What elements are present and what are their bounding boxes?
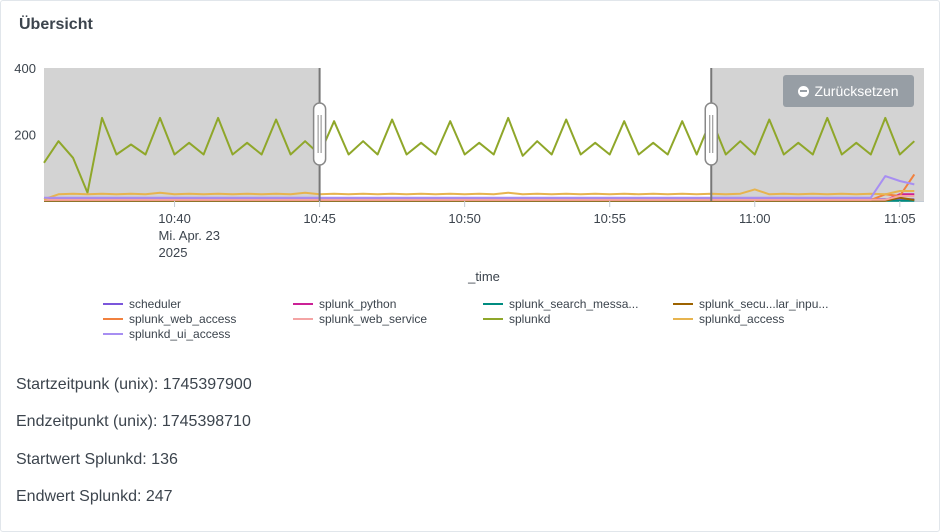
legend-item[interactable]: splunk_secu...lar_inpu... xyxy=(673,296,863,311)
x-axis-label: _time xyxy=(467,269,500,284)
series-line-splunkd-ui-access xyxy=(44,175,915,199)
legend-swatch xyxy=(293,302,313,305)
legend-item[interactable]: splunk_python xyxy=(293,296,483,311)
legend-swatch xyxy=(483,317,503,320)
minus-circle-icon xyxy=(798,85,810,97)
legend-label: splunkd xyxy=(509,311,551,326)
legend-item[interactable]: splunkd_ui_access xyxy=(103,326,293,341)
x-tick-label: 2025 xyxy=(159,245,188,260)
legend-item[interactable]: splunk_web_service xyxy=(293,311,483,326)
selection-start-handle[interactable] xyxy=(312,102,327,166)
y-tick-label: 400 xyxy=(14,61,36,76)
legend-label: splunk_web_service xyxy=(319,311,428,326)
y-tick-label: 200 xyxy=(14,128,36,143)
series-line-splunkd-access xyxy=(43,188,915,201)
x-tick-label: 10:55 xyxy=(593,211,626,226)
reset-zoom-label: Zurücksetzen xyxy=(814,83,899,99)
legend-label: splunk_secu...lar_inpu... xyxy=(699,296,829,311)
x-tick-label: 10:45 xyxy=(303,211,336,226)
chart-legend: scheduler splunk_python splunk_search_mess… xyxy=(103,296,883,341)
legend-swatch xyxy=(483,302,503,305)
x-tick-label: 10:40 xyxy=(158,211,191,226)
legend-swatch xyxy=(103,332,123,335)
series-line-splunk-web-service xyxy=(44,195,915,201)
legend-swatch xyxy=(673,302,693,305)
reset-zoom-button[interactable]: Zurücksetzen xyxy=(783,75,914,107)
line-chart[interactable]: 400 200 10:40 Mi. Apr. 23 2025 10:45 10:50 10:5… xyxy=(0,55,940,290)
legend-item[interactable]: scheduler xyxy=(103,296,293,311)
legend-item[interactable]: splunkd xyxy=(483,311,673,326)
legend-item[interactable]: splunk_search_messa... xyxy=(483,296,673,311)
series-line-splunkd xyxy=(43,116,915,194)
x-tick-label: 10:50 xyxy=(448,211,481,226)
selection-end-handle[interactable] xyxy=(704,102,719,166)
legend-item[interactable]: splunk_web_access xyxy=(103,311,293,326)
legend-item[interactable]: splunkd_access xyxy=(673,311,863,326)
legend-swatch xyxy=(103,317,123,320)
x-tick-label: Mi. Apr. 23 xyxy=(159,228,220,243)
legend-swatch xyxy=(673,317,693,320)
legend-label: splunkd_access xyxy=(699,311,785,326)
unselected-range-left xyxy=(44,68,320,201)
legend-label: splunk_web_access xyxy=(129,311,237,326)
end-timestamp-text: Endzeitpunkt (unix): 1745398710 xyxy=(16,413,251,430)
panel-title: Übersicht xyxy=(19,16,93,33)
legend-label: scheduler xyxy=(129,296,182,311)
end-value-text: Endwert Splunkd: 247 xyxy=(16,488,173,505)
legend-swatch xyxy=(103,302,123,305)
x-tick-label: 11:05 xyxy=(884,211,916,226)
start-value-text: Startwert Splunkd: 136 xyxy=(16,451,178,468)
x-tick-label: 11:00 xyxy=(739,211,771,226)
legend-label: splunk_python xyxy=(319,296,397,311)
legend-label: splunkd_ui_access xyxy=(129,326,231,341)
legend-label: splunk_search_messa... xyxy=(509,296,639,311)
start-timestamp-text: Startzeitpunk (unix): 1745397900 xyxy=(16,376,252,393)
legend-swatch xyxy=(293,317,313,320)
